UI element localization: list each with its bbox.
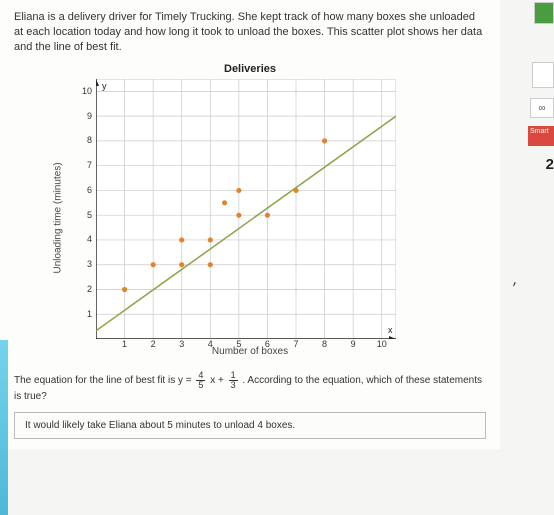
smart-badge: Smart [528, 126, 554, 146]
chart-plot: yx [96, 79, 396, 339]
stray-mark: ′ [509, 280, 516, 298]
answer-option-a[interactable]: It would likely take Eliana about 5 minu… [14, 412, 486, 439]
equation-text: The equation for the line of best fit is… [14, 371, 486, 404]
svg-text:x: x [388, 325, 393, 335]
scatter-chart: Unloading time (minutes) 12345678910 yx … [60, 79, 440, 357]
number-badge: 2 [536, 156, 554, 174]
status-box-green [534, 2, 554, 24]
question-text: Eliana is a delivery driver for Timely T… [14, 10, 486, 55]
svg-text:y: y [102, 81, 107, 91]
question-region: Eliana is a delivery driver for Timely T… [0, 0, 500, 449]
chart-title: Deliveries [14, 63, 486, 75]
x-axis-label: Number of boxes [60, 346, 440, 357]
infinity-icon: ∞ [530, 98, 554, 118]
y-axis-label: Unloading time (minutes) [53, 162, 64, 273]
status-box [532, 62, 554, 88]
